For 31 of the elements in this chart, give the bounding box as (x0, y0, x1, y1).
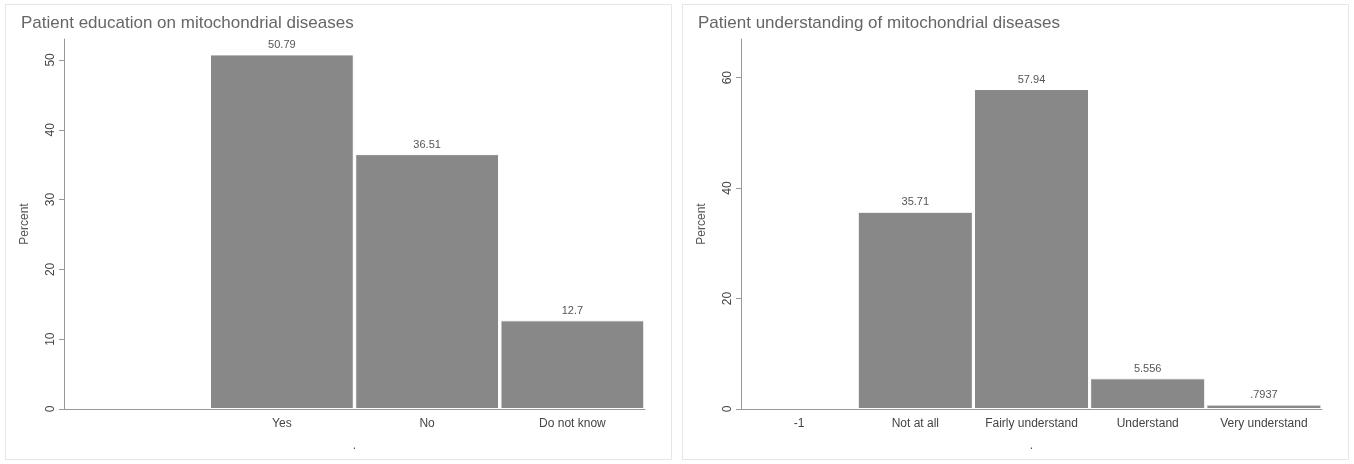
chart-title: Patient understanding of mitochondrial diseases (698, 13, 1060, 32)
x-tick-label: Very understand (1220, 416, 1308, 430)
y-tick-label: 20 (720, 291, 734, 306)
x-axis-title: . (1029, 438, 1034, 452)
x-tick-label: Yes (272, 416, 292, 430)
y-tick-label: 20 (43, 262, 57, 277)
data-label: 5.556 (1133, 361, 1162, 374)
x-tick-label: No (419, 416, 436, 430)
y-tick-label: 10 (43, 332, 57, 346)
data-label: 12.7 (561, 303, 584, 316)
y-tick-label: 40 (43, 122, 57, 137)
x-tick-label: -1 (793, 416, 805, 430)
data-label: .7937 (1250, 388, 1278, 401)
data-label: 50.79 (268, 37, 296, 50)
data-label: 36.51 (413, 137, 441, 150)
y-tick-label: 30 (43, 192, 57, 207)
x-axis-title: . (352, 438, 357, 452)
y-tick-label: 0 (720, 405, 734, 413)
y-tick-label: 40 (720, 181, 734, 195)
x-tick-label: Understand (1116, 416, 1179, 430)
y-axis-title: Percent (17, 202, 31, 245)
y-tick-label: 0 (43, 405, 57, 413)
x-tick-label: Not at all (891, 416, 939, 430)
x-tick-label: Do not know (539, 416, 607, 430)
y-tick-label: 50 (43, 52, 57, 67)
chart-title: Patient education on mitochondrial diseases (21, 13, 354, 32)
y-axis-title: Percent (694, 202, 708, 245)
x-tick-label: Fairly understand (985, 416, 1078, 430)
data-label: 57.94 (1017, 72, 1046, 85)
data-label: 35.71 (901, 195, 930, 208)
y-tick-label: 60 (720, 70, 734, 85)
